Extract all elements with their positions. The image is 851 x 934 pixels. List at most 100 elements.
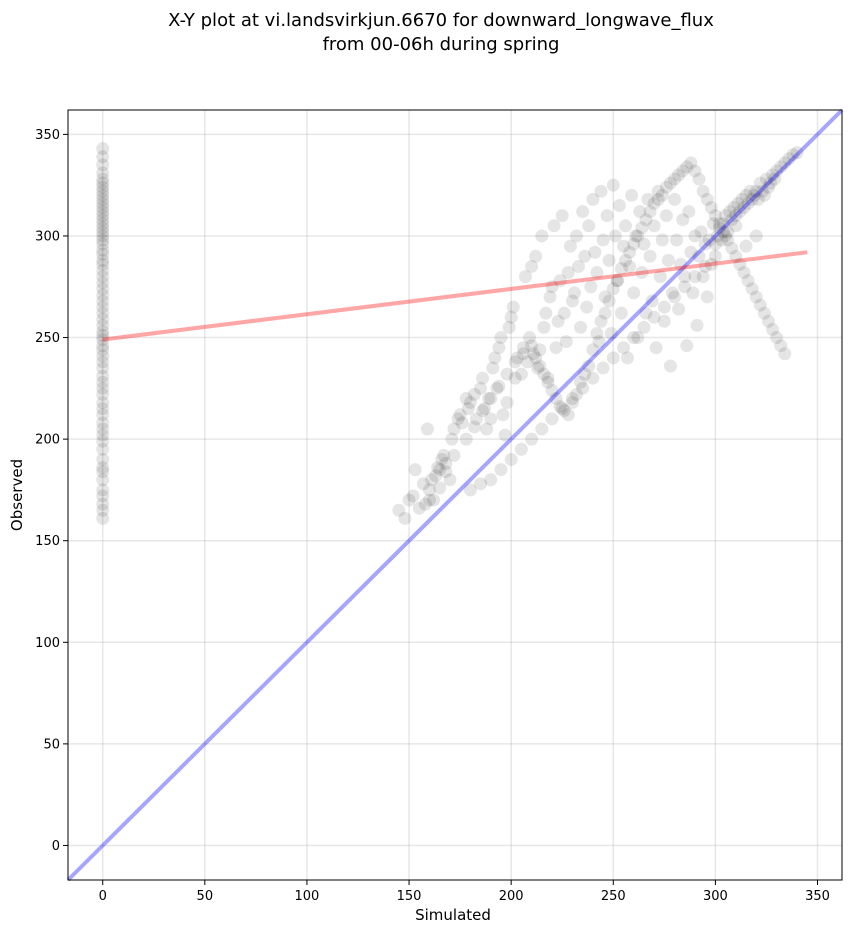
- data-point: [545, 412, 559, 426]
- y-tick-label: 0: [52, 839, 60, 854]
- data-point: [733, 257, 747, 271]
- y-tick-label: 100: [35, 636, 60, 651]
- data-point: [596, 233, 610, 247]
- data-point: [574, 375, 588, 389]
- data-point: [516, 341, 530, 355]
- data-point: [96, 422, 110, 436]
- data-point: [96, 355, 110, 369]
- data-point: [486, 361, 500, 375]
- chart-title-line2: from 00-06h during spring: [323, 34, 560, 55]
- data-point: [774, 160, 788, 174]
- data-point: [741, 196, 755, 210]
- data-point: [529, 249, 543, 263]
- data-point: [96, 184, 110, 198]
- data-point: [647, 310, 661, 324]
- data-point: [474, 477, 488, 491]
- data-point: [500, 396, 514, 410]
- data-point: [688, 270, 702, 284]
- data-point: [412, 501, 426, 515]
- data-point: [717, 225, 731, 239]
- chart-title-line1: X-Y plot at vi.landsvirkjun.6670 for dow…: [168, 10, 714, 31]
- data-point: [447, 422, 461, 436]
- data-point: [608, 229, 622, 243]
- data-point: [96, 408, 110, 422]
- data-point: [500, 367, 514, 381]
- data-point: [637, 320, 651, 334]
- data-point: [463, 483, 477, 497]
- data-point: [680, 160, 694, 174]
- data-point: [567, 286, 581, 300]
- data-point: [96, 276, 110, 290]
- data-point: [727, 201, 741, 215]
- data-point: [761, 314, 775, 328]
- data-point: [637, 237, 651, 251]
- data-point: [484, 412, 498, 426]
- data-point: [576, 205, 590, 219]
- data-point: [459, 432, 473, 446]
- data-point: [496, 408, 510, 422]
- data-point: [96, 402, 110, 416]
- data-point: [96, 465, 110, 479]
- data-point: [96, 188, 110, 202]
- plot-frame: [67, 109, 843, 881]
- data-point: [559, 335, 573, 349]
- data-point: [633, 205, 647, 219]
- data-point: [565, 396, 579, 410]
- data-point: [96, 452, 110, 466]
- data-point: [518, 270, 532, 284]
- data-point: [627, 286, 641, 300]
- data-point: [435, 452, 449, 466]
- data-point: [96, 166, 110, 180]
- data-point: [627, 331, 641, 345]
- data-point: [639, 213, 653, 227]
- data-point: [96, 150, 110, 164]
- data-point: [523, 331, 537, 345]
- data-point: [739, 188, 753, 202]
- data-point: [488, 351, 502, 365]
- data-point: [406, 489, 420, 503]
- data-point: [737, 266, 751, 280]
- data-point: [708, 209, 722, 223]
- data-point: [476, 371, 490, 385]
- data-point: [478, 402, 492, 416]
- data-point: [621, 351, 635, 365]
- data-point: [643, 249, 657, 263]
- data-point: [612, 198, 626, 212]
- data-point: [561, 266, 575, 280]
- data-point: [459, 391, 473, 405]
- data-point: [700, 192, 714, 206]
- data-point: [96, 209, 110, 223]
- data-point: [96, 483, 110, 497]
- data-point: [96, 349, 110, 363]
- data-point: [408, 463, 422, 477]
- data-point: [786, 148, 800, 162]
- data-point: [461, 402, 475, 416]
- data-point: [766, 168, 780, 182]
- data-point: [631, 331, 645, 345]
- data-point: [96, 497, 110, 511]
- data-point: [561, 408, 575, 422]
- data-point: [739, 239, 753, 253]
- data-point: [502, 320, 516, 334]
- data-point: [639, 306, 653, 320]
- data-point: [715, 233, 729, 247]
- data-point: [623, 259, 637, 273]
- data-point: [498, 428, 512, 442]
- data-point: [508, 355, 522, 369]
- data-point: [753, 176, 767, 190]
- y-tick-label: 150: [35, 534, 60, 549]
- data-point: [474, 381, 488, 395]
- data-point: [492, 379, 506, 393]
- data-point: [422, 483, 436, 497]
- data-point: [527, 347, 541, 361]
- data-point: [684, 156, 698, 170]
- data-point: [96, 237, 110, 251]
- data-point: [539, 306, 553, 320]
- data-point: [651, 184, 665, 198]
- data-point: [735, 192, 749, 206]
- data-point: [686, 286, 700, 300]
- data-point: [676, 164, 690, 178]
- data-point: [504, 452, 518, 466]
- data-point: [725, 241, 739, 255]
- y-tick-label: 250: [35, 331, 60, 346]
